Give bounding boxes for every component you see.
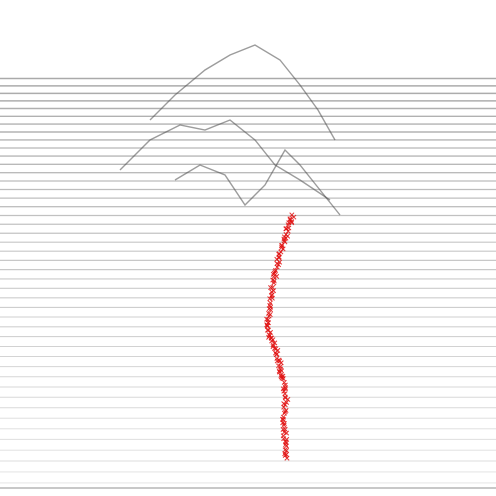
path-marker	[273, 346, 279, 352]
path-marker	[270, 284, 276, 291]
path-marker	[287, 217, 293, 223]
path-marker	[270, 344, 276, 350]
path-marker	[281, 422, 287, 428]
path-marker	[280, 414, 286, 420]
path-marker	[278, 374, 284, 380]
path-marker	[271, 270, 277, 276]
path-marker	[267, 300, 273, 306]
path-marker	[283, 407, 289, 414]
ridge-line	[149, 44, 336, 141]
path-marker	[282, 391, 288, 397]
path-marker	[264, 316, 270, 322]
path-marker	[284, 447, 290, 454]
path-marker	[289, 212, 295, 218]
path-marker	[289, 220, 295, 226]
path-marker	[281, 379, 287, 385]
path-marker	[282, 382, 288, 388]
path-marker	[264, 327, 271, 333]
path-marker	[272, 340, 278, 346]
path-marker	[282, 426, 288, 432]
ridge-line	[174, 148, 341, 216]
path-marker	[280, 426, 286, 433]
path-marker	[281, 429, 287, 435]
path-marker	[268, 285, 274, 291]
path-marker	[282, 447, 288, 453]
path-marker	[287, 216, 293, 222]
red-path	[264, 212, 297, 461]
path-marker	[278, 249, 284, 255]
path-marker	[266, 332, 272, 338]
path-marker	[265, 327, 272, 333]
path-marker	[283, 231, 289, 237]
path-marker	[265, 317, 271, 323]
path-marker	[283, 399, 290, 405]
path-marker	[281, 238, 287, 244]
ridge-line	[119, 119, 331, 201]
path-marker	[266, 310, 272, 316]
path-marker	[274, 355, 280, 362]
contour-lines	[0, 44, 496, 489]
path-marker	[273, 267, 279, 273]
path-marker	[274, 273, 280, 279]
path-marker	[281, 401, 287, 407]
path-marker	[278, 372, 284, 378]
path-marker	[274, 260, 280, 267]
